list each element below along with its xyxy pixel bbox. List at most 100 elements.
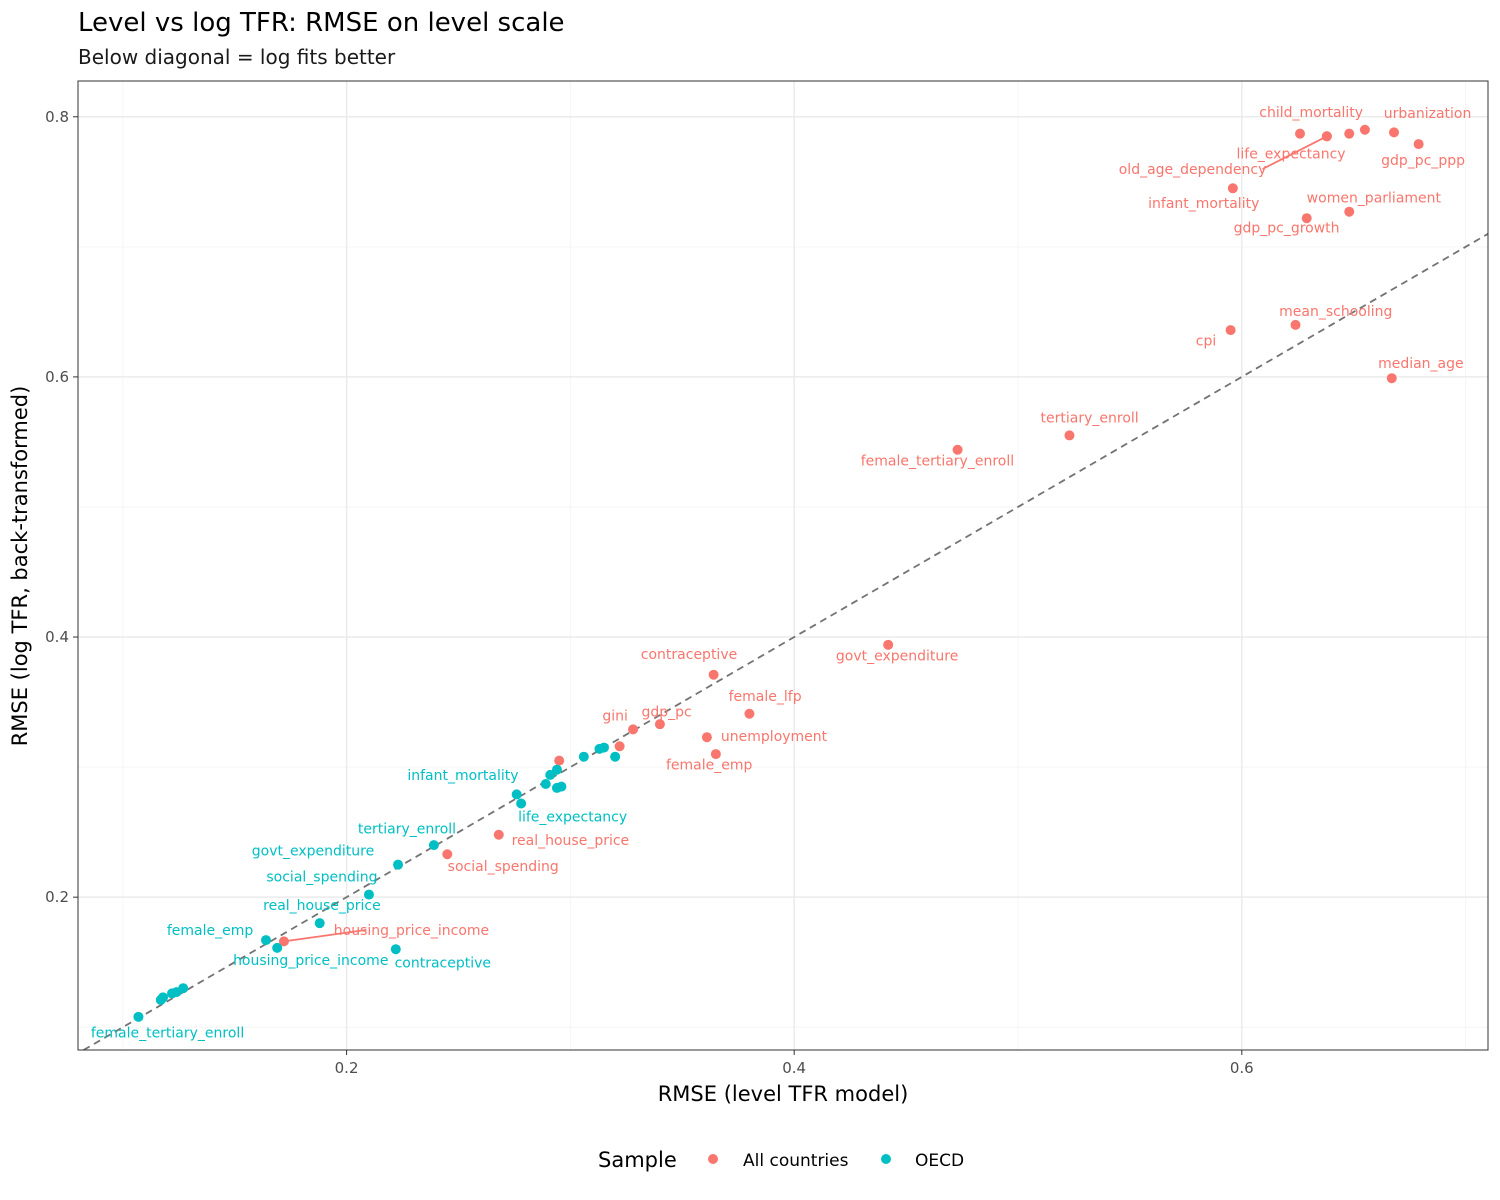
y-tick-label: 0.6 [45,368,69,386]
data-point-all-countries [883,639,894,650]
data-point-all-countries [1344,128,1355,139]
data-point-all-countries [708,669,719,680]
data-point-all-countries [952,444,963,455]
legend-key-oecd [881,1154,891,1164]
point-label-all-countries: govt_expenditure [836,648,958,664]
point-label-all-countries: gdp_pc_ppp [1381,153,1465,169]
point-label-all-countries: female_emp [666,758,753,774]
legend-label-all-countries: All countries [743,1151,849,1171]
data-point-oecd [272,942,283,953]
x-tick-label: 0.6 [1230,1059,1254,1077]
data-point-all-countries [278,936,289,947]
data-point-oecd [261,935,271,946]
panel-border [77,80,1489,1051]
point-label-oecd: tertiary_enroll [358,821,456,837]
point-labels: child_mortality urbanizationgdp_pc_ppplif… [91,105,1472,1042]
data-point-all-countries [554,755,565,766]
point-label-all-countries: tertiary_enroll [1041,410,1139,426]
data-point-oecd [545,769,556,780]
point-label-oecd: contraceptive [395,955,491,971]
x-tick-label: 0.4 [782,1059,806,1077]
data-point-all-countries [1386,373,1397,384]
reference-diagonal [83,233,1489,1051]
y-tick-label: 0.2 [45,888,69,906]
data-point-oecd [540,779,551,790]
point-label-all-countries: real_house_price [512,833,630,849]
point-label-all-countries: female_tertiary_enroll [861,453,1014,469]
data-point-oecd [390,944,401,955]
data-point-all-countries [614,741,625,752]
data-point-oecd [516,798,527,809]
chart-title: Level vs log TFR: RMSE on level scale [78,8,565,38]
data-point-oecd [314,918,325,929]
legend: Sample All countries OECD [598,1148,964,1172]
point-label-all-countries: old_age_dependency [1119,162,1267,178]
data-point-oecd [363,889,374,900]
point-label-all-countries: gdp_pc_growth [1234,221,1340,237]
data-point-all-countries [1227,183,1238,194]
data-point-oecd [556,781,567,792]
x-tick-label: 0.2 [335,1059,359,1077]
leader-lines [283,135,1328,943]
data-point-oecd [428,840,439,851]
point-label-all-countries: housing_price_income [334,923,489,939]
legend-label-oecd: OECD [915,1151,964,1171]
point-label-all-countries: cpi [1196,334,1216,350]
data-point-all-countries [628,724,639,735]
data-point-all-countries [1413,139,1424,150]
data-point-all-countries [1225,325,1236,336]
data-point-all-countries [1359,124,1370,135]
leader-line-all-countries [1262,135,1328,170]
y-tick-label: 0.4 [45,628,69,646]
point-label-oecd: female_tertiary_enroll [91,1026,244,1042]
data-point-all-countries [744,708,755,719]
data-point-oecd [167,988,177,999]
point-label-all-countries: female_lfp [729,689,802,705]
data-point-all-countries [1389,127,1399,138]
chart-subtitle: Below diagonal = log fits better [78,45,396,69]
data-point-oecd [393,859,404,870]
data-point-all-countries [1344,206,1355,217]
data-point-all-countries [1064,430,1075,441]
axis-ticks: 0.2 0.4 0.6 0.2 0.4 0.6 0.8 [45,108,1254,1077]
y-axis-title: RMSE (log TFR, back-transformed) [8,386,32,747]
legend-title: Sample [598,1148,677,1172]
point-label-all-countries: gini [602,708,628,724]
data-points [133,124,1424,1022]
data-point-oecd [610,751,621,762]
point-label-oecd: infant_mortality [407,768,518,784]
data-point-all-countries [1321,131,1332,142]
data-point-all-countries [1290,319,1301,330]
data-point-all-countries [1295,128,1305,139]
data-point-oecd [511,789,522,800]
point-label-oecd: life_expectancy [518,810,627,826]
data-point-oecd [578,751,589,762]
data-point-all-countries [701,732,712,743]
point-label-all-countries: infant_mortality [1148,196,1259,212]
point-label-all-countries: life_expectancy [1236,146,1345,162]
diagonal-line [83,233,1489,1051]
data-point-all-countries [493,829,504,840]
data-point-oecd [551,764,562,775]
legend-key-all-countries [708,1154,718,1164]
point-label-oecd: real_house_price [263,898,381,914]
point-label-all-countries: women_parliament [1307,191,1442,207]
data-point-oecd [155,994,166,1005]
point-label-all-countries: contraceptive [641,647,737,663]
data-point-all-countries [442,849,453,860]
y-tick-label: 0.8 [45,108,69,126]
point-label-all-countries: social_spending [448,859,559,875]
point-label-oecd: housing_price_income [233,953,388,969]
data-point-all-countries [654,719,665,730]
point-label-all-countries: urbanization [1384,106,1472,122]
data-point-oecd [598,742,609,753]
grid-lines [78,81,1488,1050]
point-label-oecd: govt_expenditure [252,844,374,860]
point-label-all-countries: mean_schooling [1279,304,1392,320]
point-label-all-countries: median_age [1378,356,1464,372]
data-point-all-countries [1301,213,1312,224]
point-label-oecd: social_spending [266,870,377,886]
point-label-oecd: female_emp [167,923,254,939]
